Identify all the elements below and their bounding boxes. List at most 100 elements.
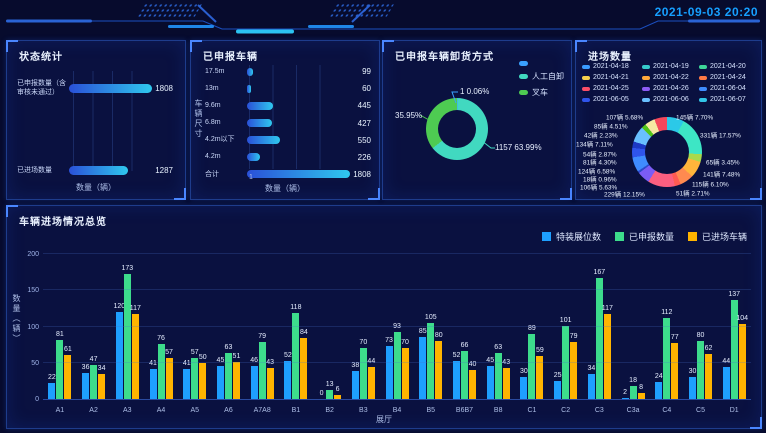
bar[interactable]: 93 <box>393 323 401 399</box>
bar[interactable]: 118 <box>290 304 301 399</box>
bar-row: 4.2m以下 550 <box>205 135 371 145</box>
bar[interactable]: 62 <box>705 345 712 399</box>
bar[interactable]: 70 <box>359 339 367 399</box>
bar[interactable]: 80 <box>697 332 704 399</box>
bar[interactable]: 13 <box>326 381 334 399</box>
bar[interactable]: 63 <box>494 344 502 399</box>
bar[interactable]: 57 <box>191 349 199 399</box>
bar[interactable]: 18 <box>629 377 637 399</box>
bar[interactable]: 61 <box>64 346 72 399</box>
legend-item[interactable]: 2021-06-05 <box>582 96 642 103</box>
bar[interactable]: 41 <box>149 360 157 399</box>
bar[interactable] <box>247 170 351 179</box>
bar[interactable]: 104 <box>736 315 748 399</box>
bar[interactable]: 47 <box>90 356 97 399</box>
bar[interactable]: 73 <box>385 337 393 399</box>
bar[interactable]: 44 <box>367 358 375 399</box>
bar[interactable]: 85 <box>419 328 427 399</box>
bar[interactable] <box>247 101 274 110</box>
legend-item[interactable]: 2021-04-21 <box>582 74 642 81</box>
bar[interactable] <box>247 84 251 93</box>
bar[interactable]: 117 <box>602 305 613 399</box>
bar[interactable]: 81 <box>56 331 64 399</box>
bar[interactable] <box>247 153 261 162</box>
bar[interactable] <box>247 119 273 127</box>
bar[interactable]: 43 <box>266 359 274 399</box>
legend-item[interactable]: 已申报数量 <box>614 230 674 243</box>
bar-value-label: 117 <box>601 305 613 313</box>
bar[interactable]: 63 <box>225 344 232 399</box>
legend-item[interactable] <box>519 61 564 66</box>
legend-item[interactable]: 叉车 <box>519 87 564 98</box>
bar[interactable]: 52 <box>453 352 460 399</box>
bar[interactable] <box>247 67 254 76</box>
bar-group: 0 13 6 <box>313 254 347 399</box>
bar[interactable]: 59 <box>536 347 544 399</box>
bar[interactable]: 44 <box>722 358 730 399</box>
bar-group: 22 81 61 <box>43 254 77 399</box>
donut-chart-entry[interactable] <box>632 117 702 187</box>
bar[interactable]: 173 <box>121 265 133 399</box>
bar[interactable]: 77 <box>671 334 679 399</box>
bar[interactable] <box>69 83 153 93</box>
bar[interactable]: 34 <box>587 365 595 399</box>
bar[interactable]: 24 <box>655 373 663 399</box>
bar[interactable]: 30 <box>520 368 528 399</box>
bar[interactable]: 84 <box>300 329 308 399</box>
bar[interactable] <box>69 165 129 175</box>
bar[interactable]: 8 <box>637 384 645 399</box>
bar[interactable]: 112 <box>661 309 672 399</box>
bar[interactable]: 36 <box>82 364 89 399</box>
bar[interactable]: 25 <box>554 372 562 399</box>
bar-value-label: 427 <box>357 118 371 128</box>
bar-track <box>247 170 351 179</box>
bar[interactable]: 30 <box>689 368 696 399</box>
legend-item[interactable]: 2021-04-24 <box>699 74 756 81</box>
bar[interactable]: 101 <box>560 317 571 399</box>
bar[interactable]: 45 <box>486 357 494 399</box>
bar[interactable]: 57 <box>165 349 173 399</box>
legend-item[interactable]: 2021-04-20 <box>699 63 756 70</box>
bar[interactable]: 22 <box>48 374 56 399</box>
bar[interactable]: 51 <box>233 353 240 399</box>
bar[interactable]: 2 <box>621 389 629 399</box>
bar[interactable]: 6 <box>334 386 342 399</box>
bar[interactable]: 66 <box>461 342 468 399</box>
bar[interactable]: 50 <box>199 354 207 399</box>
legend-item[interactable]: 2021-04-26 <box>642 85 699 92</box>
bar[interactable] <box>247 136 280 145</box>
legend-item[interactable]: 人工自卸 <box>519 71 564 82</box>
y-axis-tick: 150 <box>27 287 39 295</box>
bar[interactable]: 105 <box>425 314 437 399</box>
bar[interactable]: 79 <box>258 333 266 399</box>
bar[interactable]: 70 <box>401 339 409 399</box>
bar[interactable]: 38 <box>351 362 359 399</box>
bar[interactable]: 117 <box>130 305 141 399</box>
bar[interactable]: 40 <box>469 361 476 399</box>
bar[interactable]: 52 <box>284 352 292 399</box>
legend-item[interactable]: 2021-06-07 <box>699 96 756 103</box>
legend-item[interactable]: 2021-04-22 <box>642 74 699 81</box>
bar[interactable]: 41 <box>183 360 191 399</box>
bar[interactable]: 167 <box>594 269 605 399</box>
legend-item[interactable]: 2021-04-25 <box>582 85 642 92</box>
legend-item[interactable]: 2021-06-04 <box>699 85 756 92</box>
legend-item[interactable]: 2021-04-18 <box>582 63 642 70</box>
bar[interactable]: 34 <box>98 365 105 399</box>
legend-item[interactable]: 特装展位数 <box>541 230 601 243</box>
bar[interactable]: 79 <box>570 333 578 399</box>
bar[interactable]: 43 <box>502 359 510 399</box>
bar[interactable]: 80 <box>435 332 443 399</box>
bar[interactable]: 120 <box>113 303 125 399</box>
bar[interactable]: 89 <box>528 325 536 399</box>
bar-value-label: 22 <box>47 374 56 382</box>
bar[interactable]: 45 <box>217 357 224 399</box>
legend-item[interactable]: 2021-04-19 <box>642 63 699 70</box>
legend-label: 2021-04-21 <box>593 74 629 81</box>
legend-item[interactable]: 已进场车辆 <box>687 230 747 243</box>
bar[interactable]: 46 <box>250 357 258 399</box>
legend-item[interactable]: 2021-06-06 <box>642 96 699 103</box>
donut-chart-unload[interactable] <box>426 98 488 160</box>
bar[interactable]: 137 <box>728 291 740 399</box>
bar[interactable]: 76 <box>157 335 165 399</box>
